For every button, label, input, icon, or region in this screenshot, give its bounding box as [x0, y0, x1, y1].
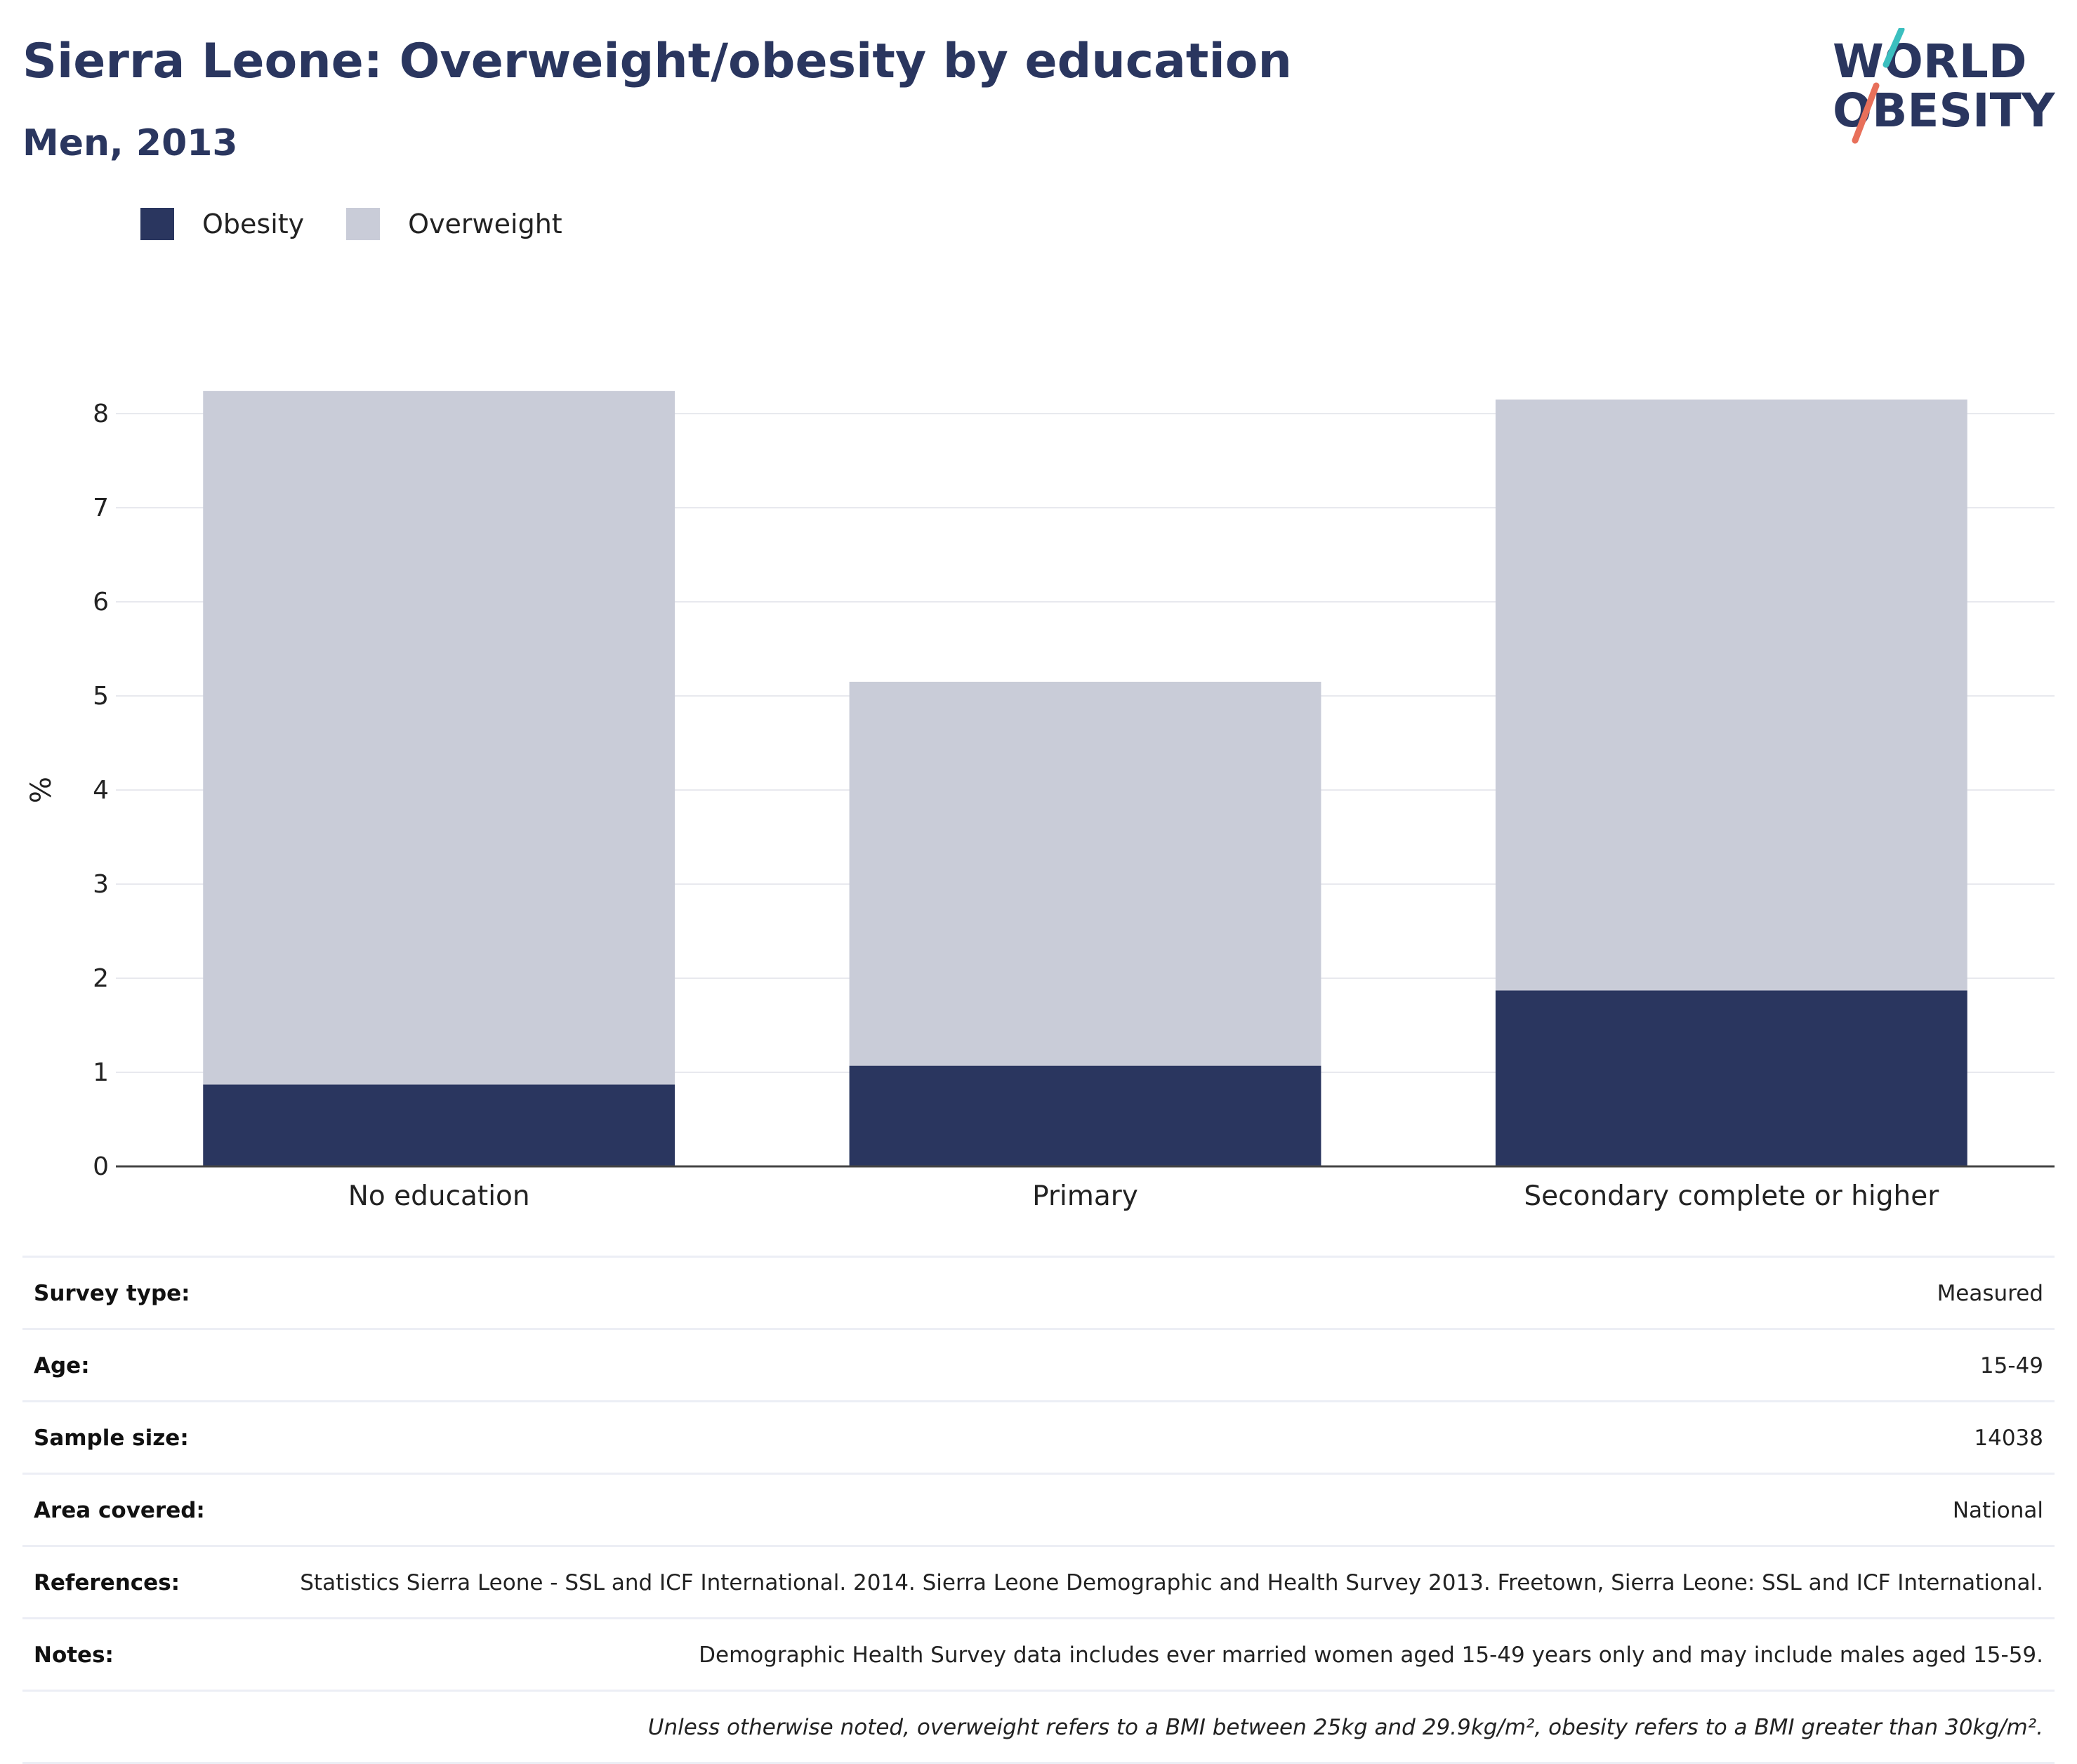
info-value: 15-49	[1979, 1353, 2043, 1378]
legend-item-obesity[interactable]: Obesity	[140, 208, 304, 240]
bar-obesity-1	[849, 1065, 1321, 1166]
legend-label-overweight: Overweight	[408, 209, 562, 239]
y-tick-label-6: 6	[93, 588, 109, 617]
logo-coral-slash	[1852, 82, 1880, 144]
legend-swatch-overweight	[346, 208, 381, 240]
info-key: References:	[34, 1570, 180, 1595]
y-tick-label-2: 2	[93, 964, 109, 993]
y-tick-label-3: 3	[93, 870, 109, 899]
world-obesity-logo: WORLD OBESITY	[1826, 28, 2064, 154]
info-value: Demographic Health Survey data includes …	[699, 1643, 2043, 1668]
info-value: 14038	[1974, 1426, 2043, 1451]
x-tick-label-0: No education	[348, 1180, 530, 1212]
survey-info-table: Survey type: Measured Age: 15-49 Sample size…	[22, 1256, 2055, 1764]
info-row: Sample size: 14038	[22, 1402, 2055, 1475]
info-row: References: Statistics Sierra Leone - SSL…	[22, 1547, 2055, 1619]
info-value: Measured	[1937, 1281, 2043, 1306]
info-value: Statistics Sierra Leone - SSL and ICF In…	[300, 1570, 2043, 1595]
chart-title: Sierra Leone: Overweight/obesity by educ…	[22, 34, 1292, 89]
legend-label-obesity: Obesity	[202, 209, 305, 239]
info-row: Area covered: National	[22, 1475, 2055, 1547]
bar-overweight-1	[849, 681, 1321, 1066]
bar-chart: 0 1 2 3 4 5 6 7 8% No education Primary Secondary c…	[0, 351, 2077, 1222]
y-tick-label-1: 1	[93, 1058, 109, 1087]
legend: Obesity Overweight	[140, 208, 605, 240]
info-row: Age: 15-49	[22, 1330, 2055, 1402]
chart-subtitle: Men, 2013	[22, 122, 238, 164]
info-key: Notes:	[34, 1643, 114, 1668]
y-tick-label-4: 4	[93, 776, 109, 805]
info-value: Unless otherwise noted, overweight refer…	[647, 1715, 2043, 1740]
info-value: National	[1952, 1498, 2043, 1523]
logo-word-1: WORLD	[1833, 34, 2027, 88]
x-tick-label-2: Secondary complete or higher	[1524, 1180, 1939, 1212]
y-tick-label-5: 5	[93, 682, 109, 711]
info-row: Notes: Demographic Health Survey data inc…	[22, 1619, 2055, 1692]
x-tick-label-1: Primary	[1032, 1180, 1138, 1212]
bar-obesity-2	[1495, 990, 1967, 1166]
info-row: Survey type: Measured	[22, 1258, 2055, 1330]
info-key: Survey type:	[34, 1281, 190, 1306]
bar-overweight-2	[1495, 399, 1967, 991]
logo-teal-slash	[1883, 28, 1905, 68]
legend-item-overweight[interactable]: Overweight	[346, 208, 562, 240]
chart-canvas: 0 1 2 3 4 5 6 7 8% No education Primary Secondary c…	[25, 390, 2055, 1212]
bar-obesity-0	[203, 1084, 675, 1166]
y-tick-label-0: 0	[93, 1152, 109, 1181]
y-axis-title: %	[25, 777, 58, 803]
bar-overweight-0	[203, 390, 675, 1085]
info-key: Sample size:	[34, 1426, 189, 1451]
info-key: Area covered:	[34, 1498, 205, 1523]
y-tick-label-8: 8	[93, 400, 109, 428]
y-tick-label-7: 7	[93, 494, 109, 522]
legend-swatch-obesity	[140, 208, 174, 240]
info-key: Age:	[34, 1353, 90, 1378]
